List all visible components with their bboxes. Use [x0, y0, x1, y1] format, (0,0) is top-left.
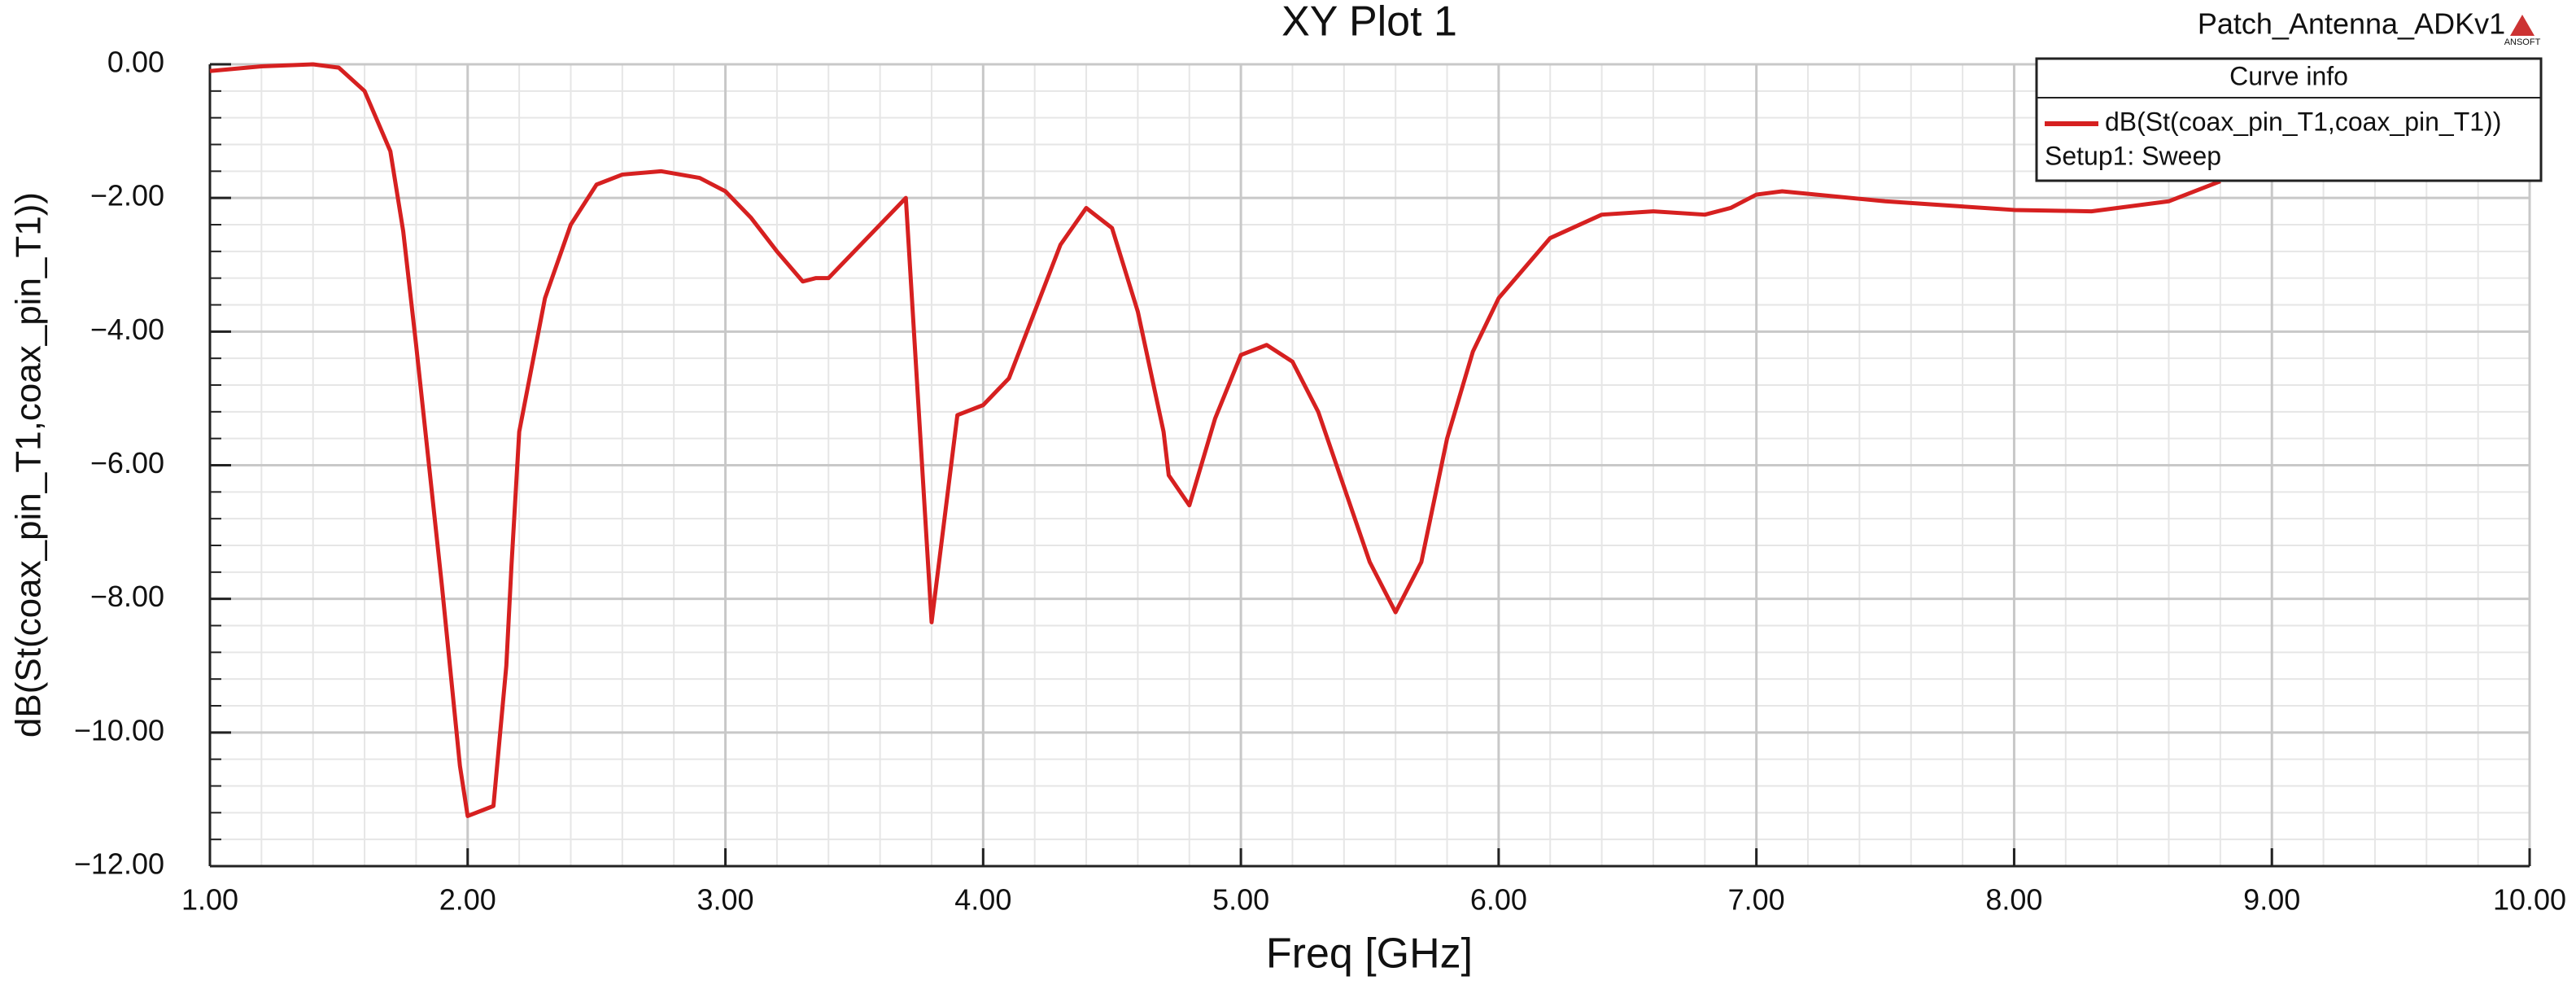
y-tick-label: −8.00: [90, 580, 164, 613]
data-line: [209, 62, 2221, 818]
x-tick-label: 6.00: [1470, 883, 1527, 917]
y-tick-label: 0.00: [107, 46, 164, 79]
logo-icon: [2510, 15, 2535, 36]
y-tick-label: −10.00: [74, 713, 164, 746]
y-tick-label: −2.00: [90, 179, 164, 212]
chart-title: XY Plot 1: [1281, 0, 1457, 46]
project-name: Patch_Antenna_ADKv1: [2198, 7, 2505, 41]
y-axis-label: dB(St(coax_pin_T1,coax_pin_T1)): [9, 192, 49, 738]
x-tick-label: 7.00: [1728, 883, 1785, 917]
logo-text: ANSOFT: [2504, 37, 2541, 47]
x-tick-label: 1.00: [181, 883, 238, 917]
legend-label: dB(St(coax_pin_T1,coax_pin_T1)): [2105, 107, 2501, 136]
y-tick-label: −12.00: [74, 847, 164, 881]
x-tick-label: 8.00: [1985, 883, 2042, 917]
x-tick-label: 2.00: [439, 883, 496, 917]
y-tick-label: −4.00: [90, 313, 164, 346]
legend-note: Setup1: Sweep: [2045, 141, 2221, 170]
legend-title: Curve info: [2229, 61, 2348, 90]
x-tick-label: 3.00: [697, 883, 754, 917]
x-tick-label: 10.00: [2493, 883, 2566, 917]
x-tick-label: 5.00: [1212, 883, 1269, 917]
legend-box: [2035, 57, 2543, 182]
y-tick-label: −6.00: [90, 446, 164, 479]
x-tick-label: 4.00: [954, 883, 1011, 917]
x-tick-label: 9.00: [2243, 883, 2300, 917]
x-axis-label: Freq [GHz]: [1266, 930, 1473, 978]
